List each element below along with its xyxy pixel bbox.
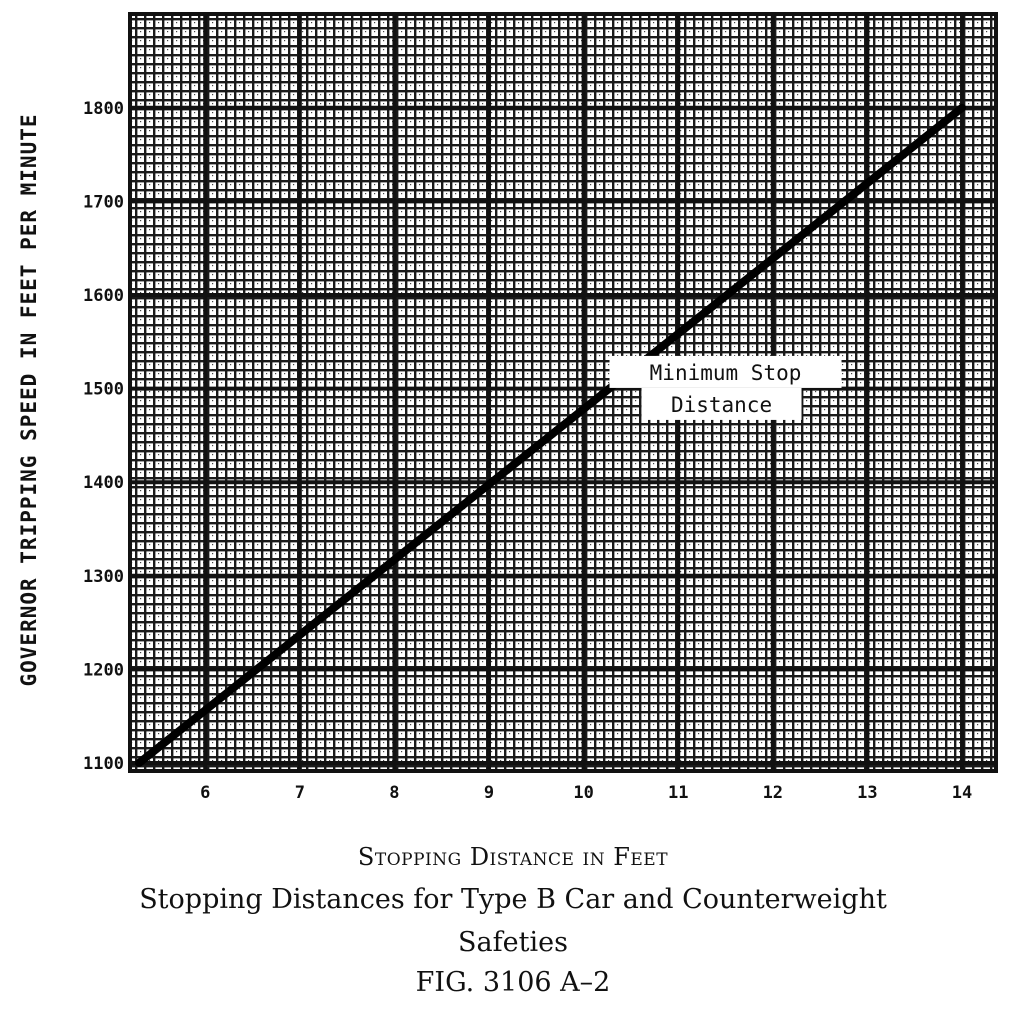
- x-axis-ticks: 6 7 8 9 10 11 12 13 14: [200, 783, 972, 803]
- x-axis-label: Stopping Distance in Feet: [357, 843, 669, 871]
- y-tick-label: 1600: [83, 286, 124, 306]
- series-layer: [135, 103, 967, 767]
- chart-title: Stopping Distances for Type B Car and Co…: [139, 884, 887, 915]
- x-tick-label: 6: [200, 783, 210, 803]
- y-tick-label: 1500: [83, 380, 124, 400]
- figure-number: FIG. 3106 A–2: [415, 967, 611, 998]
- series-line: [135, 103, 967, 767]
- annotation-line1: Minimum Stop: [650, 361, 802, 385]
- chart-title-line2: Safeties: [458, 927, 568, 958]
- major-grid: [130, 14, 996, 771]
- y-axis-label: GOVERNOR TRIPPING SPEED IN FEET PER MINU…: [17, 113, 41, 686]
- annotation-box-line1: [609, 355, 842, 388]
- x-tick-label: 8: [389, 783, 399, 803]
- annotation-line2: Distance: [671, 393, 772, 417]
- x-tick-label: 7: [295, 783, 305, 803]
- x-tick-label: 9: [484, 783, 494, 803]
- y-tick-label: 1700: [83, 192, 124, 212]
- x-tick-label: 14: [952, 783, 972, 803]
- y-tick-label: 1300: [83, 567, 124, 587]
- x-tick-label: 13: [857, 783, 877, 803]
- y-tick-label: 1200: [83, 660, 124, 680]
- x-tick-label: 10: [573, 783, 593, 803]
- x-tick-label: 12: [763, 783, 783, 803]
- annotation: Minimum Stop Distance: [609, 355, 842, 420]
- plot-area: [128, 12, 998, 773]
- annotation-box-line2: [641, 387, 802, 420]
- y-tick-label: 1400: [83, 473, 124, 493]
- y-axis-ticks: 1100 1200 1300 1400 1500 1600 1700 1800: [83, 99, 124, 774]
- x-tick-label: 11: [668, 783, 688, 803]
- y-tick-label: 1100: [83, 754, 124, 774]
- y-tick-label: 1800: [83, 99, 124, 119]
